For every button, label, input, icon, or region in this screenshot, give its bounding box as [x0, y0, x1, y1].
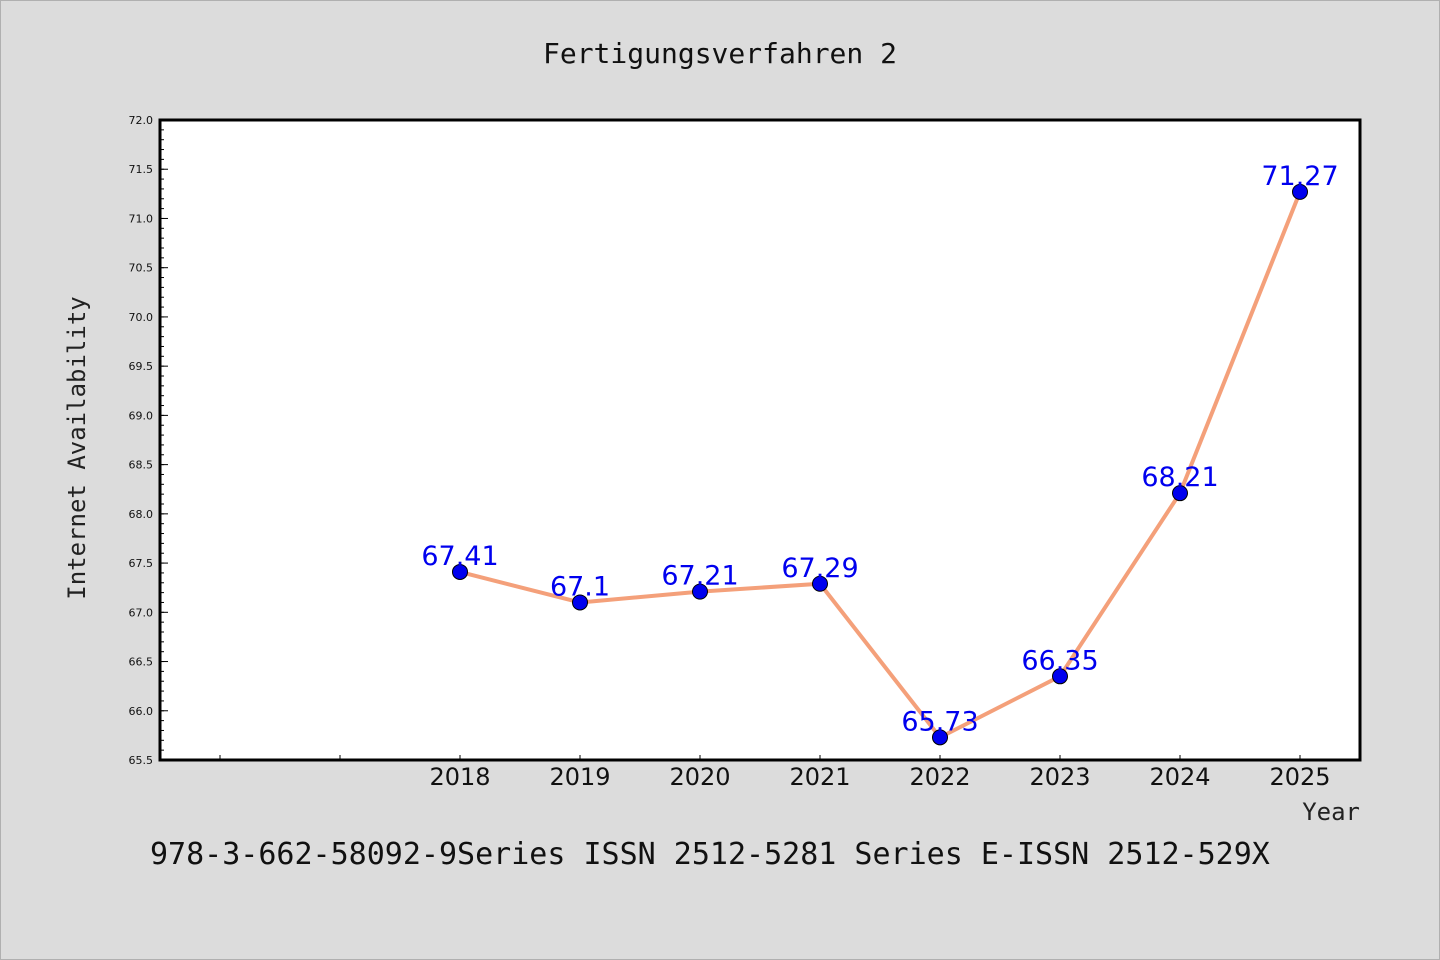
y-tick-label: 68.5	[129, 459, 154, 472]
y-tick-label: 65.5	[129, 754, 154, 767]
y-axis-label: Internet Availability	[63, 296, 91, 599]
chart-title: Fertigungsverfahren 2	[543, 37, 897, 70]
y-tick-label: 69.5	[129, 360, 154, 373]
y-tick-label: 67.5	[129, 557, 154, 570]
x-tick-label: 2024	[1149, 763, 1210, 791]
data-series	[452, 183, 1308, 746]
data-label: 66.35	[1021, 645, 1098, 676]
y-axis: 65.5 66.0 66.5 67.0 67.5 68.0 68.5 69.0 69.5 70.0…	[129, 114, 168, 767]
plot-area	[158, 118, 1362, 762]
footer-isbn-issn: 978-3-662-58092-9Series ISSN 2512-5281 S…	[150, 837, 1270, 872]
y-tick-label: 67.0	[129, 606, 154, 619]
x-tick-label: 2020	[669, 763, 730, 791]
data-point	[932, 729, 948, 746]
data-labels: 67.41 67.1 67.21 67.29 65.73 66.35 68.21 71.27	[421, 161, 1338, 737]
data-point	[812, 575, 828, 592]
series-line	[459, 191, 1302, 740]
y-tick-label: 66.5	[129, 656, 154, 669]
data-point	[572, 594, 588, 611]
y-tick-label: 70.0	[129, 311, 154, 324]
y-tick-label: 72.0	[129, 114, 154, 127]
y-tick-label: 68.0	[129, 508, 154, 521]
y-tick-label: 71.5	[129, 163, 154, 176]
data-point	[1292, 183, 1308, 200]
data-label: 68.21	[1141, 462, 1218, 493]
data-label: 67.29	[781, 553, 858, 584]
x-tick-label: 2025	[1269, 763, 1330, 791]
data-point	[1172, 485, 1188, 502]
x-axis: 2018 2019 2020 2021 2022 2023 2024 2025	[219, 755, 1331, 791]
data-point	[452, 563, 468, 580]
data-label: 67.41	[421, 541, 498, 572]
x-tick-label: 2019	[549, 763, 610, 791]
y-tick-label: 69.0	[129, 409, 154, 422]
y-tick-label: 66.0	[129, 705, 154, 718]
data-label: 65.73	[901, 706, 978, 737]
data-point	[1052, 668, 1068, 685]
data-point	[692, 583, 708, 600]
x-tick-label: 2022	[909, 763, 970, 791]
data-label: 67.1	[550, 571, 610, 602]
x-tick-label: 2023	[1029, 763, 1090, 791]
x-tick-label: 2021	[789, 763, 850, 791]
y-tick-label: 71.0	[129, 212, 154, 225]
y-tick-label: 70.5	[129, 262, 154, 275]
x-axis-label: Year	[1302, 798, 1360, 826]
data-label: 71.27	[1261, 161, 1338, 192]
x-tick-label: 2018	[429, 763, 490, 791]
data-label: 67.21	[661, 561, 738, 592]
